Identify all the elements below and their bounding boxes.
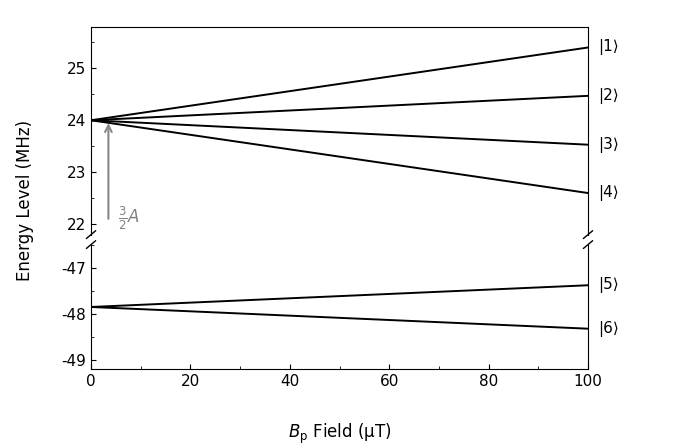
Text: $B_{\rm p}$ Field (μT): $B_{\rm p}$ Field (μT)	[288, 422, 391, 445]
Text: |4⟩: |4⟩	[598, 185, 619, 201]
Text: |2⟩: |2⟩	[598, 88, 619, 104]
Text: Energy Level (MHz): Energy Level (MHz)	[15, 120, 34, 281]
Text: |3⟩: |3⟩	[598, 137, 619, 153]
Text: |6⟩: |6⟩	[598, 321, 619, 337]
Text: |5⟩: |5⟩	[598, 277, 619, 293]
Text: |1⟩: |1⟩	[598, 40, 619, 56]
Text: $\frac{3}{2}A$: $\frac{3}{2}A$	[118, 205, 140, 232]
